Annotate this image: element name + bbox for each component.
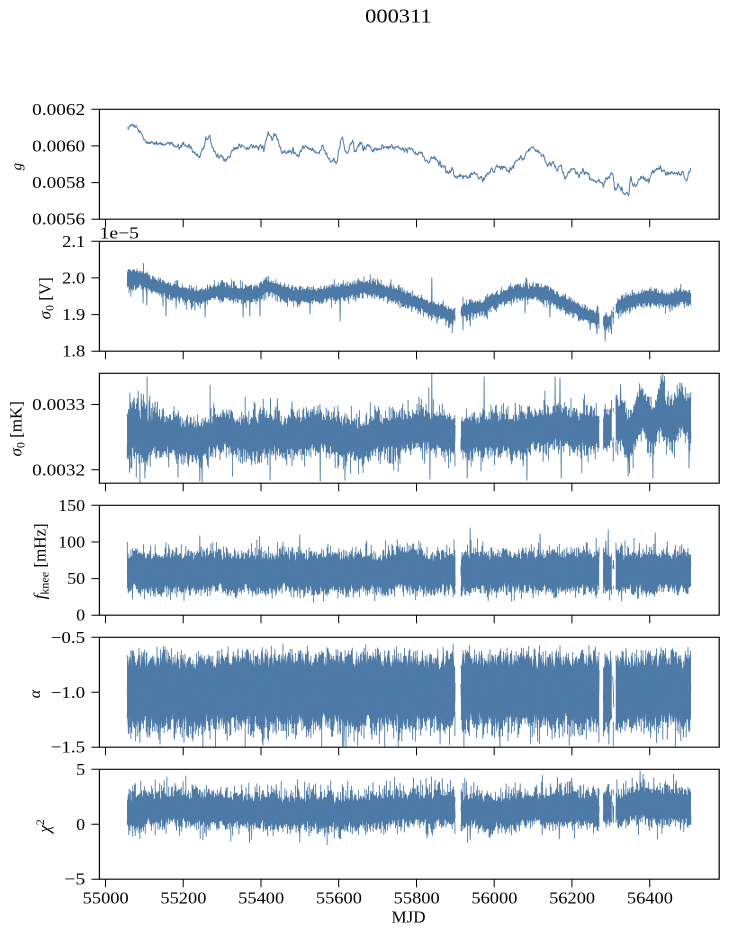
svg-text:000311: 000311	[365, 5, 432, 27]
svg-text:σ0 [mK]: σ0 [mK]	[7, 401, 28, 456]
svg-text:0.0058: 0.0058	[32, 173, 85, 192]
svg-text:−1.0: −1.0	[51, 683, 86, 702]
svg-text:0.0032: 0.0032	[32, 460, 85, 479]
svg-text:56000: 56000	[471, 889, 517, 908]
svg-text:0: 0	[76, 815, 85, 834]
svg-text:5: 5	[76, 760, 85, 779]
svg-text:55600: 55600	[316, 889, 362, 908]
svg-text:0.0056: 0.0056	[32, 210, 85, 229]
svg-text:−1.5: −1.5	[51, 738, 86, 757]
svg-text:0.0062: 0.0062	[32, 100, 85, 119]
svg-text:0.0060: 0.0060	[32, 136, 85, 155]
svg-text:55800: 55800	[394, 889, 440, 908]
svg-text:55000: 55000	[83, 889, 129, 908]
svg-text:g: g	[10, 162, 26, 170]
svg-text:56200: 56200	[549, 889, 595, 908]
svg-text:2.1: 2.1	[62, 232, 85, 251]
svg-text:100: 100	[58, 533, 85, 552]
svg-text:−0.5: −0.5	[51, 628, 86, 647]
svg-text:1.9: 1.9	[62, 305, 85, 324]
svg-text:1e−5: 1e−5	[100, 224, 140, 243]
svg-text:−5: −5	[64, 870, 85, 889]
svg-text:56400: 56400	[627, 889, 673, 908]
svg-text:σ0 [V]: σ0 [V]	[36, 277, 57, 319]
svg-text:0.0033: 0.0033	[32, 395, 85, 414]
svg-text:55200: 55200	[160, 889, 206, 908]
svg-text:MJD: MJD	[391, 908, 425, 927]
svg-text:1.8: 1.8	[62, 342, 85, 361]
svg-text:50: 50	[67, 569, 85, 588]
svg-text:χ2: χ2	[33, 819, 54, 834]
svg-text:fknee [mHz]: fknee [mHz]	[31, 523, 52, 599]
svg-text:0: 0	[76, 606, 85, 625]
svg-text:55400: 55400	[238, 889, 284, 908]
svg-text:2.0: 2.0	[62, 268, 85, 287]
svg-text:α: α	[27, 689, 44, 698]
svg-text:150: 150	[58, 496, 85, 515]
